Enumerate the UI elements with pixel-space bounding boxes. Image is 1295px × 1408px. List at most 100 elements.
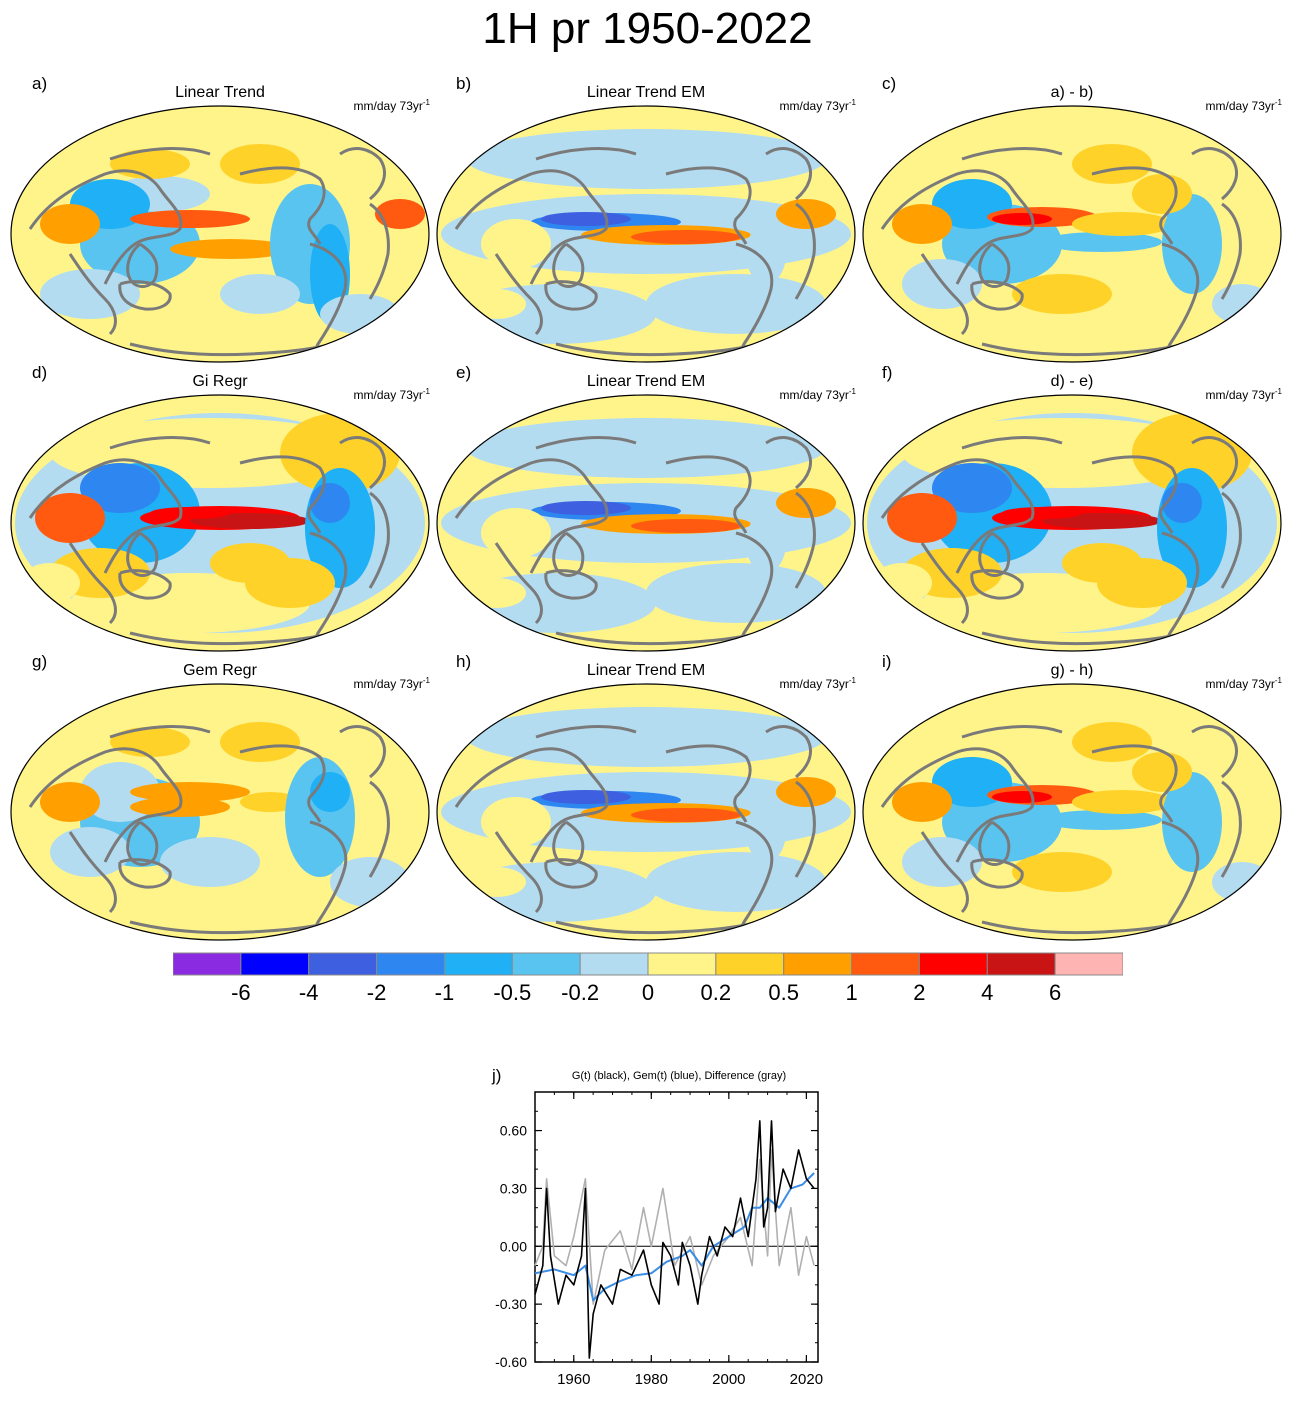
shading-region [50, 827, 130, 877]
figure-title: 1H pr 1950-2022 [482, 4, 813, 53]
panel-title: g) - h) [1050, 662, 1094, 679]
panel-units: mm/day 73yr-1 [780, 676, 856, 691]
shading-region [746, 802, 786, 862]
shading-region [150, 507, 230, 519]
colorbar-swatch [579, 952, 649, 976]
colorbar-swatch [240, 952, 310, 976]
colorbar-swatch [511, 952, 581, 976]
y-tick-label: 0.00 [500, 1238, 527, 1254]
coastline [368, 202, 390, 300]
coastline [880, 747, 1035, 863]
coastline [1091, 455, 1178, 534]
shading-region [466, 289, 526, 319]
coastline [1191, 436, 1238, 490]
coastline [239, 744, 326, 823]
map-border [862, 683, 1282, 941]
coastline [665, 455, 752, 534]
shading-region [1042, 513, 1162, 529]
coastline [339, 725, 386, 779]
coastline [1220, 780, 1242, 878]
shading-region [1132, 174, 1192, 214]
shading-region [746, 513, 786, 573]
x-tick-label: 2020 [790, 1371, 823, 1388]
coastline [68, 253, 117, 336]
shading-region [35, 493, 105, 543]
coastline [794, 202, 816, 300]
coastline [1220, 202, 1242, 300]
shading-region [631, 519, 741, 533]
units-exponent: -1 [848, 387, 856, 396]
colorbar-swatch [851, 952, 920, 976]
units-exponent: -1 [1274, 387, 1282, 396]
coastline [126, 242, 159, 288]
timeseries-label: j) [492, 1066, 502, 1085]
panel-units: mm/day 73yr-1 [780, 387, 856, 402]
units-text: mm/day 73yr [779, 677, 849, 691]
coastline [1191, 147, 1238, 201]
colorbar-swatch [647, 952, 717, 976]
coastline [494, 831, 543, 914]
units-text: mm/day 73yr [1205, 388, 1275, 402]
map-panel: c) a) - b) mm/day 73yr-1 [862, 74, 1282, 364]
colorbar-swatch [308, 952, 378, 976]
coastline [126, 531, 159, 577]
units-exponent: -1 [422, 98, 430, 107]
units-text: mm/day 73yr [779, 388, 849, 402]
coastline [978, 531, 1011, 577]
colorbar-tick-label: 0 [641, 980, 655, 1005]
shading-region [1042, 810, 1162, 830]
map-panel: e) Linear Trend EM mm/day 73yr-1 [436, 363, 856, 653]
colorbar-tick-label: 0.5 [768, 980, 799, 1005]
shading-region [1072, 790, 1172, 814]
map-border [862, 394, 1282, 652]
panel-units: mm/day 73yr-1 [1206, 676, 1282, 691]
map-border [10, 683, 430, 941]
coastline [880, 458, 1035, 574]
shading-region [1132, 752, 1192, 792]
coastline [961, 436, 1063, 450]
shading-region [130, 210, 250, 228]
coastline [28, 747, 183, 863]
coastline [494, 542, 543, 625]
map-panel: h) Linear Trend EM mm/day 73yr-1 [436, 652, 856, 942]
panel-label: i) [882, 652, 892, 671]
y-tick-label: -0.60 [495, 1354, 527, 1370]
map-border [436, 105, 856, 363]
shading-region [330, 857, 410, 907]
panel-units: mm/day 73yr-1 [354, 387, 430, 402]
colorbar-tick-label: 1 [845, 980, 858, 1005]
coastline [109, 725, 211, 739]
colorbar-tick-label: -6 [231, 980, 251, 1005]
shading-region [170, 239, 290, 259]
shading-region [746, 224, 786, 284]
shading-region [1012, 274, 1112, 314]
shading-region [1072, 212, 1172, 236]
panel-units: mm/day 73yr-1 [780, 98, 856, 113]
shading-region [375, 199, 425, 229]
coastline [665, 744, 752, 823]
panel-label: f) [882, 363, 893, 382]
map [862, 683, 1282, 941]
coastline [961, 725, 1063, 739]
coastline [239, 455, 326, 534]
map [436, 683, 856, 941]
shading-region [481, 508, 551, 558]
units-exponent: -1 [422, 387, 430, 396]
coastline [1191, 725, 1238, 779]
map [862, 394, 1282, 652]
coastline [368, 491, 390, 589]
units-text: mm/day 73yr [353, 677, 423, 691]
shading-region [1097, 558, 1187, 608]
shading-region [631, 230, 741, 244]
map-panel: f) d) - e) mm/day 73yr-1 [862, 363, 1282, 653]
shading-region [892, 782, 952, 822]
colorbar-tick-label: -1 [434, 980, 455, 1005]
map [10, 683, 430, 941]
map-panel: g) Gem Regr mm/day 73yr-1 [10, 652, 430, 942]
plot-frame [534, 1091, 819, 1363]
units-text: mm/day 73yr [1205, 677, 1275, 691]
coastline [552, 531, 585, 577]
shading-region [1072, 144, 1152, 184]
shading-region [887, 493, 957, 543]
map-border [10, 105, 430, 363]
